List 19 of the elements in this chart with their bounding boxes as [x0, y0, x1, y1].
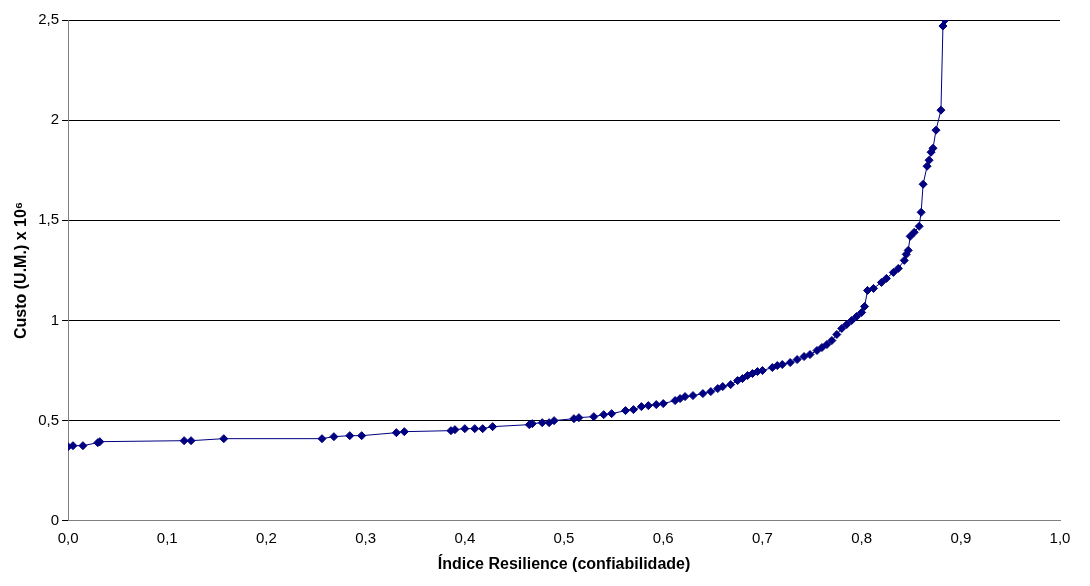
x-tick-label: 0,7: [751, 528, 773, 546]
x-tick-label: 0,2: [256, 528, 277, 546]
y-tick-label: 2: [50, 110, 60, 128]
y-tick-label: 2,5: [38, 10, 60, 28]
y-axis-title: Custo (U.M.) x 10⁶: [12, 201, 30, 339]
x-tick-label: 0,5: [553, 528, 575, 546]
x-tick-label: 0,4: [454, 528, 476, 546]
x-tick-label: 0,0: [57, 528, 79, 546]
x-tick-label: 0,1: [156, 528, 178, 546]
x-tick-label: 0,3: [355, 528, 377, 546]
x-tick-label: 0,9: [950, 528, 972, 546]
y-tick-label: 1: [50, 310, 60, 328]
x-tick-label: 0,8: [851, 528, 873, 546]
x-axis-title: Índice Resilience (confiabilidade): [437, 553, 691, 572]
y-tick-label: 0: [50, 510, 60, 528]
x-tick-label: 1,0: [1049, 528, 1071, 546]
y-tick-label: 1,5: [38, 210, 60, 228]
x-tick-label: 0,6: [652, 528, 674, 546]
y-tick-label: 0,5: [38, 410, 60, 428]
